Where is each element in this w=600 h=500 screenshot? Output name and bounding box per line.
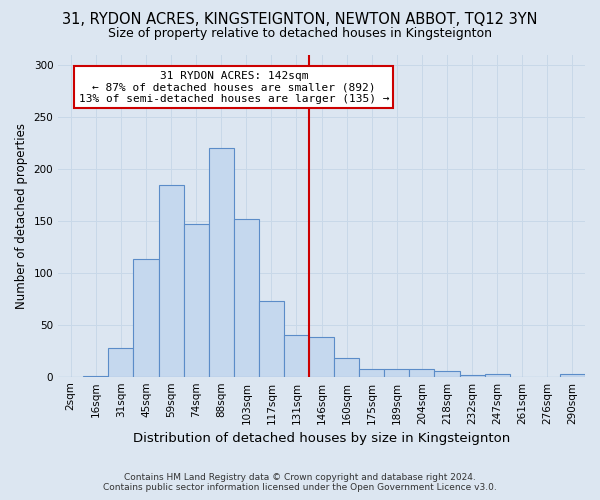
Text: 31 RYDON ACRES: 142sqm
← 87% of detached houses are smaller (892)
13% of semi-de: 31 RYDON ACRES: 142sqm ← 87% of detached… — [79, 70, 389, 104]
Bar — [133, 260, 158, 376]
Bar — [184, 224, 209, 376]
Bar — [284, 335, 309, 376]
Bar — [359, 370, 385, 376]
Bar — [334, 358, 359, 376]
Text: 31, RYDON ACRES, KINGSTEIGNTON, NEWTON ABBOT, TQ12 3YN: 31, RYDON ACRES, KINGSTEIGNTON, NEWTON A… — [62, 12, 538, 28]
Text: Contains HM Land Registry data © Crown copyright and database right 2024.
Contai: Contains HM Land Registry data © Crown c… — [103, 473, 497, 492]
Bar — [234, 219, 259, 376]
X-axis label: Distribution of detached houses by size in Kingsteignton: Distribution of detached houses by size … — [133, 432, 510, 445]
Bar — [434, 372, 460, 376]
Bar — [560, 374, 585, 376]
Bar — [209, 148, 234, 376]
Bar — [460, 374, 485, 376]
Bar — [109, 348, 133, 376]
Bar — [309, 337, 334, 376]
Text: Size of property relative to detached houses in Kingsteignton: Size of property relative to detached ho… — [108, 28, 492, 40]
Y-axis label: Number of detached properties: Number of detached properties — [15, 123, 28, 309]
Bar — [259, 301, 284, 376]
Bar — [409, 370, 434, 376]
Bar — [385, 370, 409, 376]
Bar — [485, 374, 510, 376]
Bar — [158, 184, 184, 376]
